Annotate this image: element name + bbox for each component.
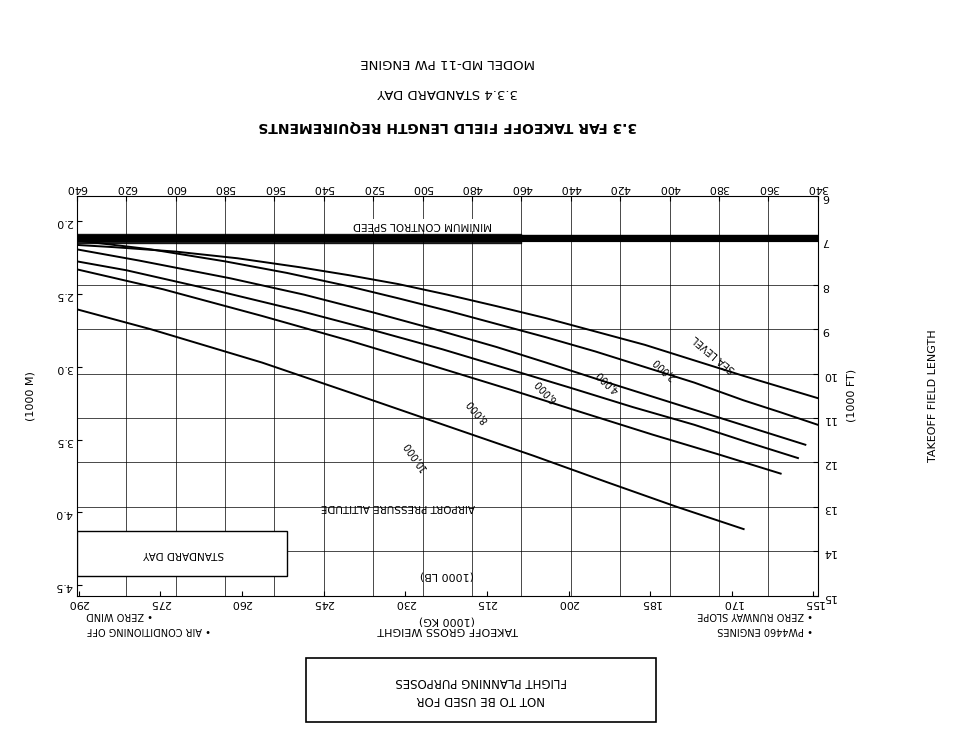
Text: • ZERO WIND: • ZERO WIND xyxy=(86,610,154,621)
Text: AIRPORT PRESSURE ALTITUDE: AIRPORT PRESSURE ALTITUDE xyxy=(321,502,475,512)
Text: • ZERO RUNWAY SLOPE: • ZERO RUNWAY SLOPE xyxy=(697,610,812,621)
Text: • AIR CONDITIONING OFF: • AIR CONDITIONING OFF xyxy=(86,625,210,636)
Text: 8,000: 8,000 xyxy=(464,397,489,426)
Text: TAKEOFF GROSS WEIGHT: TAKEOFF GROSS WEIGHT xyxy=(377,625,517,635)
Text: • PW4460 ENGINES: • PW4460 ENGINES xyxy=(716,625,812,636)
Text: STANDARD DAY: STANDARD DAY xyxy=(142,548,223,559)
Text: (1000 M): (1000 M) xyxy=(26,371,36,421)
Text: 4,000: 4,000 xyxy=(594,369,621,395)
Text: 3.3.4 STANDARD DAY: 3.3.4 STANDARD DAY xyxy=(377,86,517,99)
Text: (1000 LB): (1000 LB) xyxy=(420,571,474,581)
Text: TAKEOFF FIELD LENGTH: TAKEOFF FIELD LENGTH xyxy=(927,329,937,462)
Text: SEA LEVEL: SEA LEVEL xyxy=(690,333,736,374)
Text: MODEL MD-11 PW ENGINE: MODEL MD-11 PW ENGINE xyxy=(359,56,534,70)
Text: MINIMUM CONTROL SPEED: MINIMUM CONTROL SPEED xyxy=(353,220,492,230)
Text: NOT TO BE USED FOR
FLIGHT PLANNING PURPOSES: NOT TO BE USED FOR FLIGHT PLANNING PURPO… xyxy=(395,675,566,705)
Text: (1000 FT): (1000 FT) xyxy=(846,369,855,423)
FancyBboxPatch shape xyxy=(306,659,655,722)
Text: 6,000: 6,000 xyxy=(532,377,558,404)
Text: 10,000: 10,000 xyxy=(401,439,429,473)
FancyBboxPatch shape xyxy=(77,531,286,576)
Text: 2,000: 2,000 xyxy=(651,355,678,382)
Text: 3.3 FAR TAKEOFF FIELD LENGTH REQUIREMENTS: 3.3 FAR TAKEOFF FIELD LENGTH REQUIREMENT… xyxy=(258,119,636,132)
Text: (1000 KG): (1000 KG) xyxy=(419,615,475,625)
